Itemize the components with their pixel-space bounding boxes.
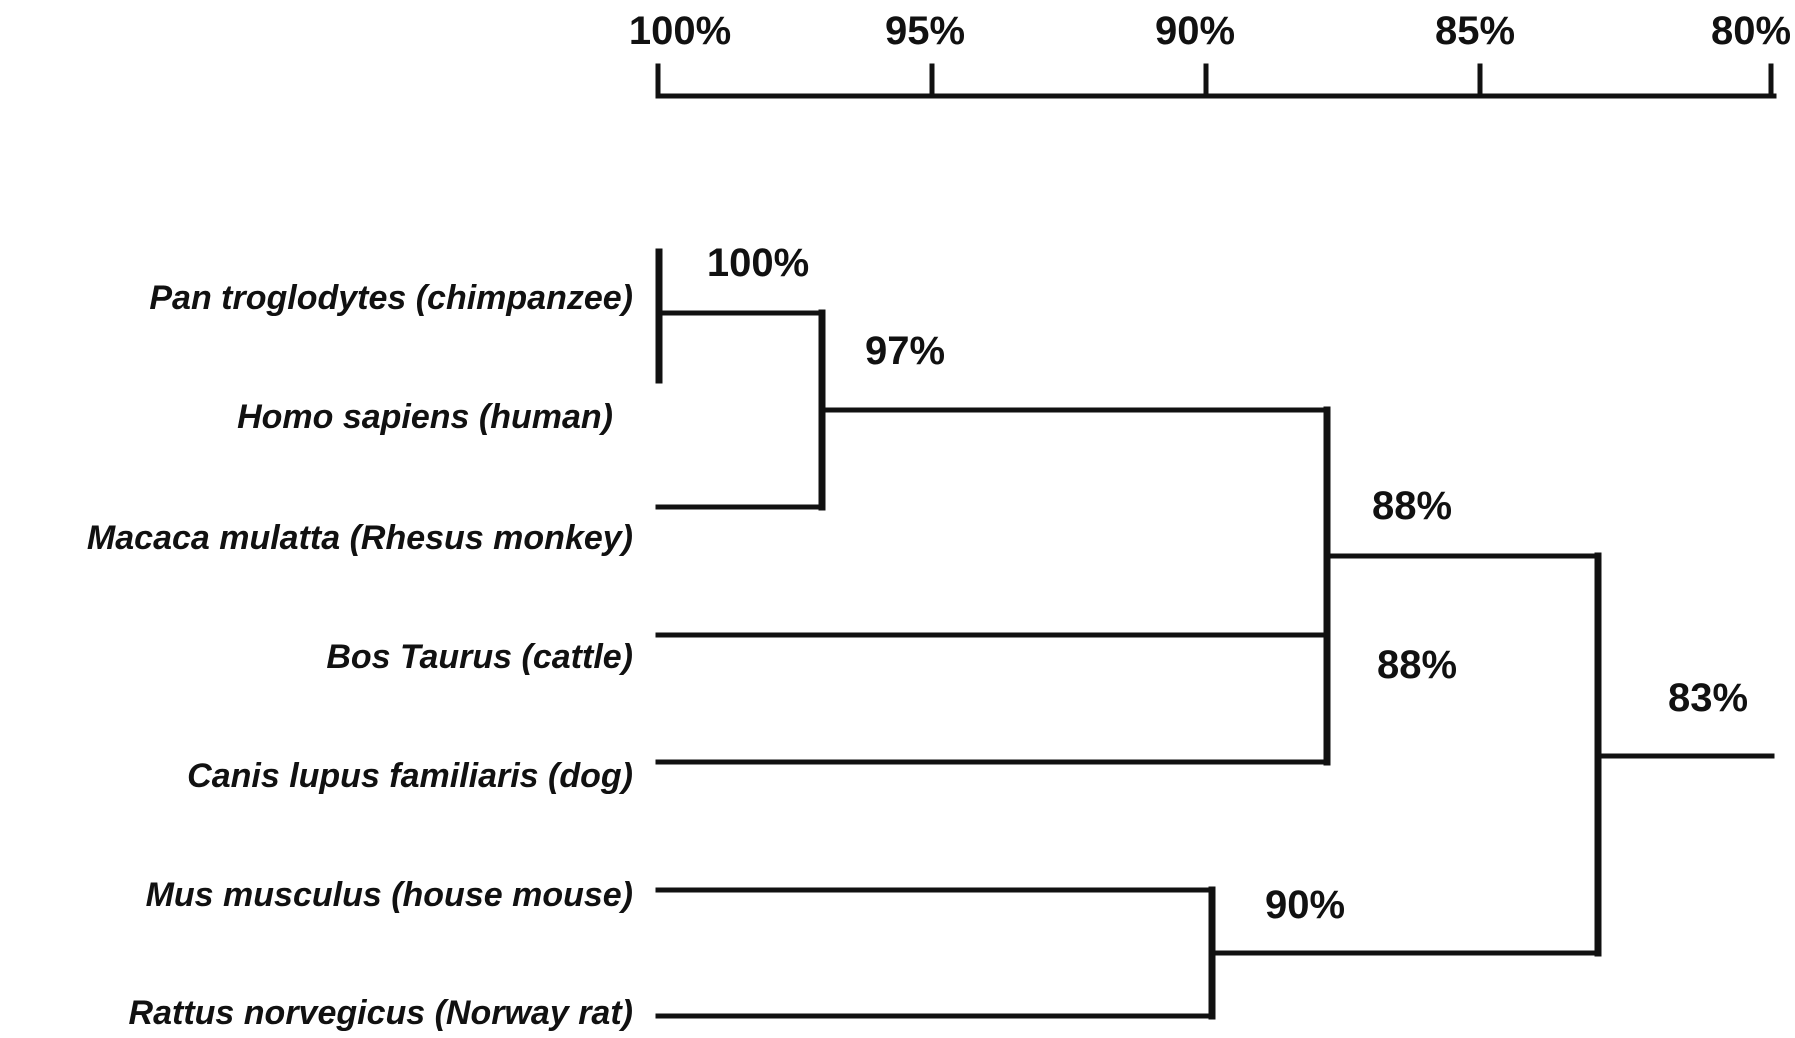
species-label: Rattus norvegicus (Norway rat) [129,994,633,1032]
species-labels: Pan troglodytes (chimpanzee) Homo sapien… [87,279,633,1032]
scale-tick-label: 85% [1435,9,1515,53]
node-label: 88% [1377,643,1457,687]
scale-tick-label: 95% [885,9,965,53]
species-label: Mus musculus (house mouse) [146,876,633,914]
node-label: 100% [707,241,809,285]
species-label: Homo sapiens (human) [237,398,613,436]
node-label: 88% [1372,484,1452,528]
scale-tick-label: 80% [1711,9,1791,53]
species-label: Macaca mulatta (Rhesus monkey) [87,519,633,557]
species-label: Canis lupus familiaris (dog) [187,757,633,795]
node-labels: 100% 97% 88% 88% 90% 83% [707,241,1748,927]
species-label: Pan troglodytes (chimpanzee) [149,279,633,317]
scale-tick-label: 90% [1155,9,1235,53]
node-label: 83% [1668,676,1748,720]
node-label: 90% [1265,883,1345,927]
scale-tick-label: 100% [629,9,731,53]
tree-branches [655,248,1775,1020]
node-label: 97% [865,329,945,373]
species-label: Bos Taurus (cattle) [326,638,633,676]
scale-axis: 100% 95% 90% 85% 80% [629,9,1791,99]
